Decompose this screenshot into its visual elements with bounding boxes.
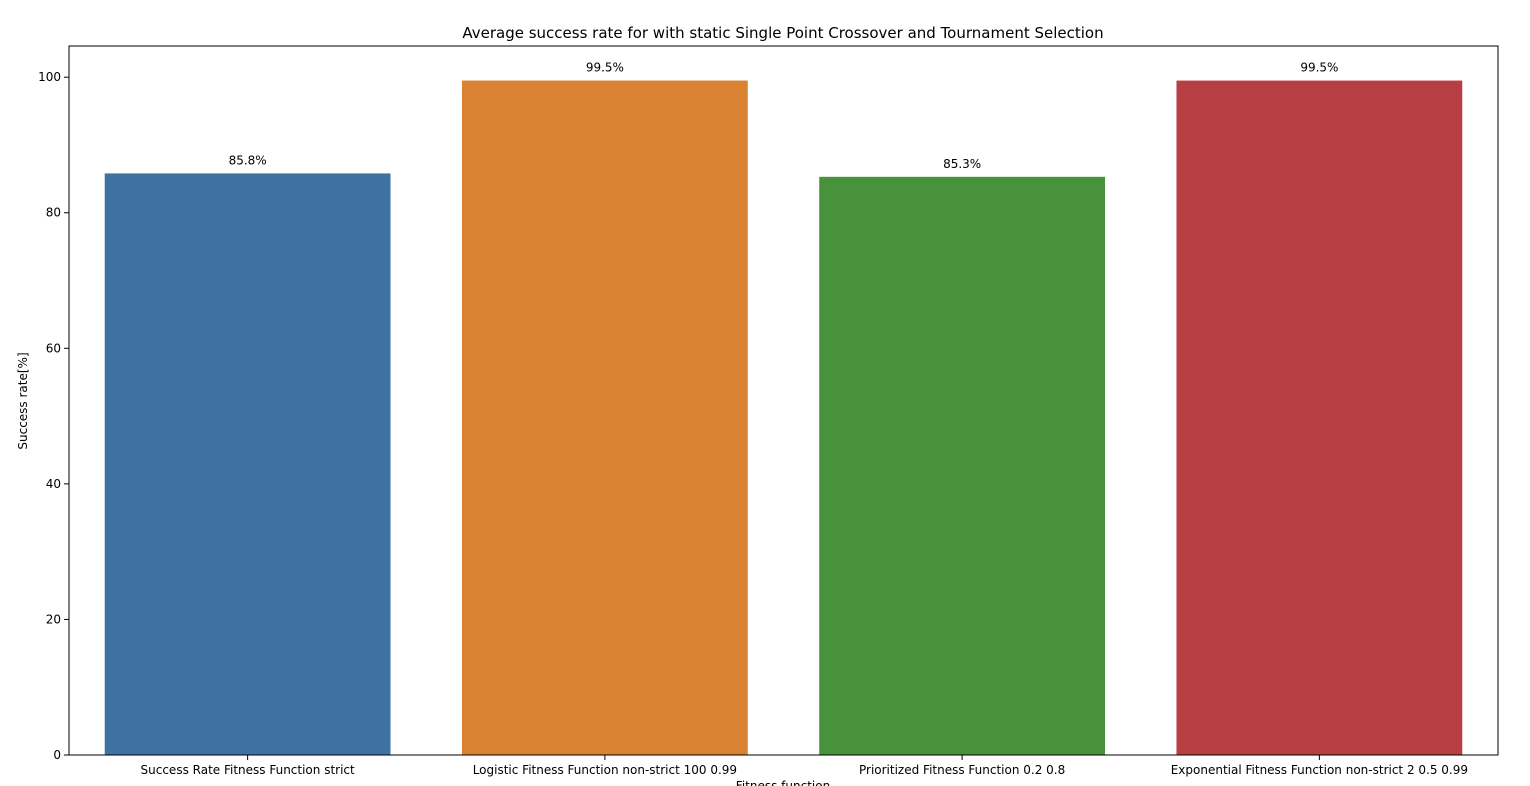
bar [104, 173, 391, 756]
value-label: 85.8% [229, 153, 267, 167]
y-tick-label: 0 [53, 748, 61, 762]
bar [461, 80, 748, 755]
x-axis-label: Fitness function [736, 779, 830, 786]
chart-title: Average success rate for with static Sin… [462, 24, 1103, 42]
value-label: 99.5% [586, 61, 624, 75]
y-axis-label: Success rate[%] [16, 352, 30, 449]
bar [819, 176, 1106, 755]
y-tick-label: 40 [46, 477, 61, 491]
value-label: 99.5% [1300, 61, 1338, 75]
y-tick-label: 20 [46, 612, 61, 626]
value-label: 85.3% [943, 157, 981, 171]
x-tick-label: Exponential Fitness Function non-strict … [1171, 763, 1468, 777]
x-tick-label: Success Rate Fitness Function strict [141, 763, 356, 777]
x-tick-label: Logistic Fitness Function non-strict 100… [473, 763, 737, 777]
y-tick-label: 80 [46, 206, 61, 220]
bar [1176, 80, 1463, 755]
plot-frame [68, 45, 1499, 756]
y-tick-label: 100 [38, 70, 61, 84]
y-tick-label: 60 [46, 341, 61, 355]
x-tick-label: Prioritized Fitness Function 0.2 0.8 [859, 763, 1065, 777]
